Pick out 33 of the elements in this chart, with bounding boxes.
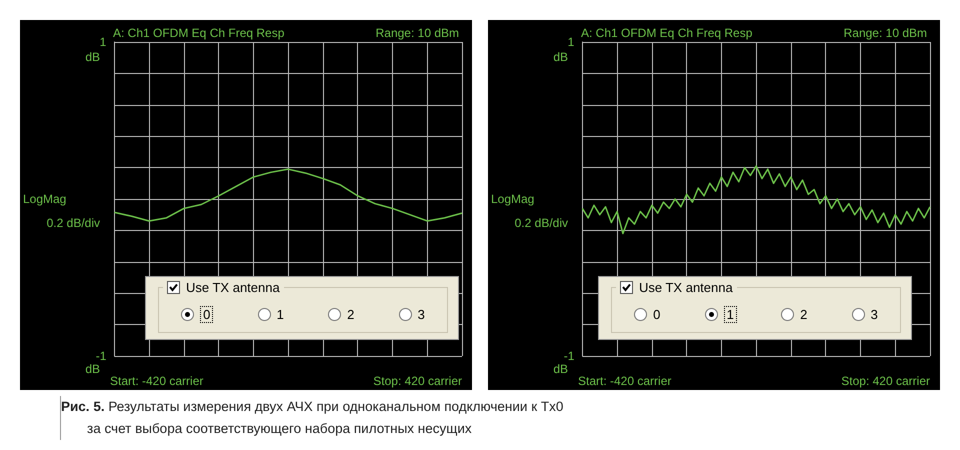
- text: Рис. 5.: [61, 399, 105, 414]
- y-axis-title: LogMag: [22, 192, 66, 206]
- annotation: 1: [724, 306, 737, 323]
- annotation: 2: [347, 307, 354, 322]
- y-tick-label: -1: [564, 349, 575, 363]
- chart-title: A: Ch1 OFDM Eq Ch Freq Resp: [113, 26, 285, 40]
- text: dB: [85, 362, 100, 376]
- annotation: 3: [870, 307, 878, 322]
- annotation: 2: [800, 307, 808, 322]
- text: Результаты измерения двух АЧХ при одноканальном подключении к Tx0: [108, 399, 564, 414]
- annotation: 0: [200, 306, 214, 323]
- text: Stop: 420 carrier: [841, 374, 930, 388]
- text: Start: -420 carrier: [110, 374, 204, 388]
- text: 0.2 dB/div: [46, 216, 100, 230]
- chart-subtitle: Range: 10 dBm: [376, 26, 460, 40]
- annotation: 1: [276, 307, 284, 322]
- text: за счет выбора соответствующего набора пилотных несущих: [86, 421, 472, 436]
- annotation: Use TX antenna: [186, 280, 280, 295]
- text: dB: [85, 50, 100, 64]
- text: Start: -420 carrier: [578, 374, 672, 388]
- y-tick-label: -1: [96, 349, 107, 363]
- text: 0.2 dB/div: [514, 216, 568, 230]
- chart-title: A: Ch1 OFDM Eq Ch Freq Resp: [581, 26, 753, 40]
- line-series: [582, 165, 931, 234]
- text: Stop: 420 carrier: [373, 374, 462, 388]
- line-series: [114, 168, 463, 222]
- text: dB: [553, 362, 568, 376]
- annotation: 3: [418, 307, 425, 322]
- chart-subtitle: Range: 10 dBm: [844, 26, 928, 40]
- y-axis-title: LogMag: [490, 192, 534, 206]
- annotation: 0: [653, 307, 660, 322]
- annotation: Use TX antenna: [639, 280, 733, 295]
- text: dB: [553, 50, 568, 64]
